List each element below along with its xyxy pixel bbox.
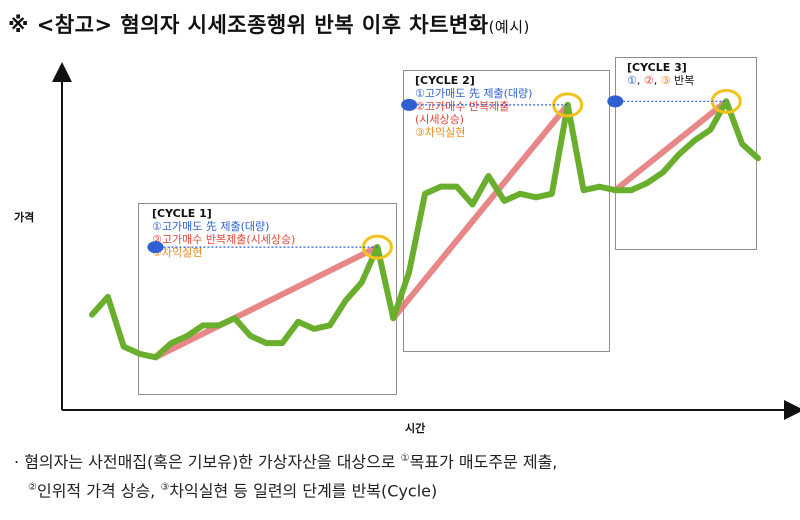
footnote-sup-2: ② xyxy=(28,482,37,494)
cycle-3-step-3: ③ xyxy=(660,74,671,87)
cycle-2-step-2: ②고가매수 반복제출 xyxy=(415,100,510,113)
price-layer xyxy=(89,98,761,361)
footnote-line-1: · 혐의자는 사전매집(혹은 기보유)한 가상자산을 대상으로 ①목표가 매도주… xyxy=(14,446,794,475)
footnote-text-2b: 차익실현 등 일련의 단계를 반복(Cycle) xyxy=(169,481,438,501)
cycle-3-steps: ①, ②, ③ 반복 xyxy=(627,74,695,87)
trend-line-3 xyxy=(612,98,730,194)
cycle-2-box xyxy=(403,70,610,352)
cycle-1-step-2: ②고가매수 반복제출(시세상승) xyxy=(152,233,296,246)
footnote-text-1a: 혐의자는 사전매집(혹은 기보유)한 가상자산을 대상으로 xyxy=(24,452,401,472)
marker-layer xyxy=(147,88,742,260)
cycle-3-repeat: 반복 xyxy=(670,74,695,87)
trend-line-2 xyxy=(390,101,571,322)
cycle-2-step-3: ③차익실현 xyxy=(415,126,466,139)
cycle-1-text: [CYCLE 1] ①고가매도 先 제출(대량) ②고가매수 반복제출(시세상승… xyxy=(152,207,295,259)
title-main: ※ <참고> 혐의자 시세조종행위 반복 이후 차트변화 xyxy=(8,13,489,37)
sell-order-marker-3 xyxy=(607,95,624,108)
footnote: · 혐의자는 사전매집(혹은 기보유)한 가상자산을 대상으로 ①목표가 매도주… xyxy=(14,446,794,505)
cycle-1-box xyxy=(138,203,397,395)
trend-layer xyxy=(152,98,730,361)
sell-order-marker-2 xyxy=(401,98,418,111)
cycle-1-step-3: ③차익실현 xyxy=(152,246,203,259)
footnote-bullet: · xyxy=(14,452,20,472)
title-sub: (예시) xyxy=(488,18,530,36)
sell-order-marker-1 xyxy=(147,241,164,254)
cycle-3-text: [CYCLE 3] ①, ②, ③ 반복 xyxy=(627,61,694,87)
footnote-line-2: ②인위적 가격 상승, ③차익실현 등 일련의 단계를 반복(Cycle) xyxy=(14,475,794,504)
trend-line-1 xyxy=(152,244,381,361)
cycle-2-step-1: ①고가매도 先 제출(대량) xyxy=(415,87,533,100)
cycle-3-step-1: ① xyxy=(627,74,637,87)
cycle-1-step-1: ①고가매도 先 제출(대량) xyxy=(152,220,270,233)
y-axis-label: 가격 xyxy=(14,211,35,224)
footnote-sup-3: ③ xyxy=(160,482,170,494)
cycle-2-step-2-cont: (시세상승) xyxy=(415,113,465,126)
price-line xyxy=(89,98,761,361)
footnote-sup-1: ① xyxy=(400,453,410,464)
cycle-2-text: [CYCLE 2] ①고가매도 先 제출(대량) ②고가매수 반복제출 (시세상… xyxy=(415,74,532,139)
page-title: ※ <참고> 혐의자 시세조종행위 반복 이후 차트변화(예시) xyxy=(8,9,530,39)
footnote-text-1b: 목표가 매도주문 제출, xyxy=(409,452,558,472)
cycle-3-step-2: ② xyxy=(643,74,654,87)
cycle-2-title: [CYCLE 2] xyxy=(415,74,475,87)
cycle-1-title: [CYCLE 1] xyxy=(152,207,212,220)
price-chart xyxy=(52,62,800,420)
x-axis-label: 시간 xyxy=(405,422,426,435)
cycle-3-title: [CYCLE 3] xyxy=(627,61,687,74)
footnote-text-2a: 인위적 가격 상승, xyxy=(36,481,161,501)
